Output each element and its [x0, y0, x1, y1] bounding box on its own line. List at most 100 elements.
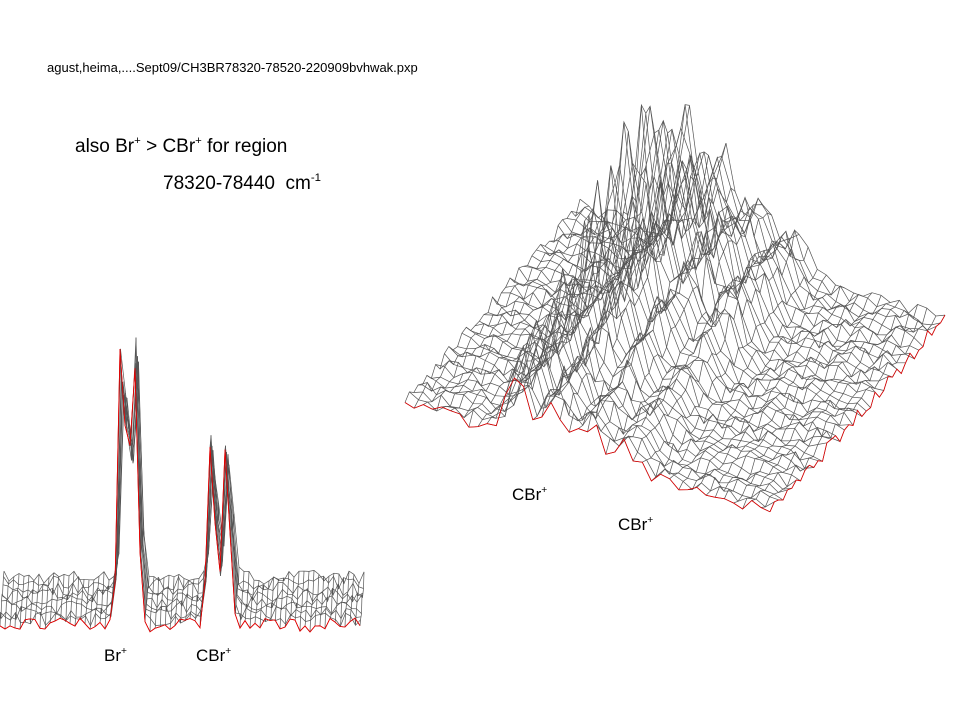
- wire: [587, 196, 763, 432]
- wire: [452, 268, 819, 462]
- wire: [479, 215, 845, 431]
- wire: [492, 214, 858, 411]
- wire: [4, 581, 10, 630]
- wire: [2, 381, 364, 597]
- wire: [14, 573, 20, 629]
- wire: [660, 284, 836, 475]
- wire: [495, 217, 672, 426]
- right-wireframe: [404, 103, 946, 513]
- wire: [259, 583, 265, 628]
- wire: [264, 580, 270, 622]
- wire: [466, 277, 832, 443]
- wire: [289, 577, 295, 620]
- wire: [678, 292, 855, 490]
- wire: [486, 234, 663, 424]
- wire: [114, 550, 120, 584]
- wire: [742, 304, 918, 510]
- wire: [632, 246, 809, 462]
- wire: [568, 215, 745, 433]
- wire: [441, 210, 617, 408]
- wire: [505, 158, 681, 396]
- wire: [3, 361, 364, 591]
- wire: [531, 104, 898, 371]
- wire: [74, 576, 80, 627]
- wire: [249, 580, 255, 629]
- wire: [760, 315, 937, 508]
- wire: [294, 571, 300, 621]
- sup: +: [225, 646, 231, 657]
- wire: [423, 212, 599, 405]
- wire: [339, 577, 345, 627]
- wire: [139, 528, 145, 556]
- sup: +: [195, 135, 202, 147]
- wire: [229, 513, 235, 538]
- peak-label: CBr+: [618, 515, 653, 534]
- text: CBr: [512, 485, 542, 504]
- text: CBr: [618, 515, 648, 534]
- wire: [219, 544, 225, 576]
- wire: [169, 576, 175, 630]
- sup: +: [134, 135, 141, 147]
- wire: [9, 576, 15, 626]
- wire: [349, 574, 355, 622]
- wire: [751, 308, 928, 501]
- wire: [274, 579, 280, 622]
- note-line2: 78320-78440 cm-1: [163, 172, 321, 194]
- wire: [184, 580, 190, 622]
- wire: [199, 570, 205, 628]
- wire: [159, 577, 165, 627]
- front-edge: [404, 377, 771, 513]
- peak-label: CBr+: [512, 485, 547, 504]
- wire: [89, 579, 95, 630]
- wire: [179, 578, 185, 624]
- wire: [605, 240, 782, 455]
- wire: [435, 324, 801, 482]
- wire: [19, 576, 25, 630]
- wire: [714, 302, 891, 498]
- wire: [501, 165, 867, 412]
- wire: [214, 502, 220, 532]
- wire: [279, 577, 285, 629]
- peak-label: Br+: [104, 646, 127, 665]
- wire: [164, 575, 170, 626]
- wire: [54, 576, 60, 622]
- wire: [224, 445, 230, 473]
- peak-label: CBr+: [196, 646, 231, 665]
- wire: [3, 387, 365, 585]
- wire: [24, 575, 30, 623]
- wire: [209, 435, 215, 469]
- wire: [34, 574, 40, 620]
- wire: [518, 131, 884, 391]
- wire: [687, 294, 864, 491]
- file-path: agust,heima,....Sept09/CH3BR78320-78520-…: [47, 60, 418, 75]
- wire: [269, 576, 274, 621]
- wire: [404, 199, 581, 403]
- wire: [49, 572, 55, 624]
- wire: [44, 577, 50, 630]
- wire: [174, 574, 180, 626]
- wire: [284, 571, 290, 628]
- wire: [304, 571, 310, 627]
- wire: [344, 571, 350, 628]
- sup: -1: [311, 172, 321, 184]
- wire: [254, 580, 260, 624]
- wire: [189, 579, 195, 619]
- wire: [309, 570, 315, 633]
- text: Br: [104, 646, 121, 665]
- wire: [559, 187, 736, 420]
- wire: [413, 205, 590, 409]
- wire: [149, 576, 155, 632]
- wire: [59, 574, 65, 619]
- wire: [234, 566, 240, 614]
- wire: [550, 142, 727, 403]
- front-edge: [769, 314, 946, 512]
- wire: [2, 356, 363, 603]
- wire: [669, 285, 845, 480]
- note-line1: also Br+ > CBr+ for region: [75, 135, 287, 157]
- text: CBr: [196, 646, 226, 665]
- wire: [194, 578, 200, 621]
- wire: [94, 576, 100, 627]
- wire: [0, 571, 5, 626]
- wire: [0, 337, 362, 621]
- wire: [523, 153, 699, 391]
